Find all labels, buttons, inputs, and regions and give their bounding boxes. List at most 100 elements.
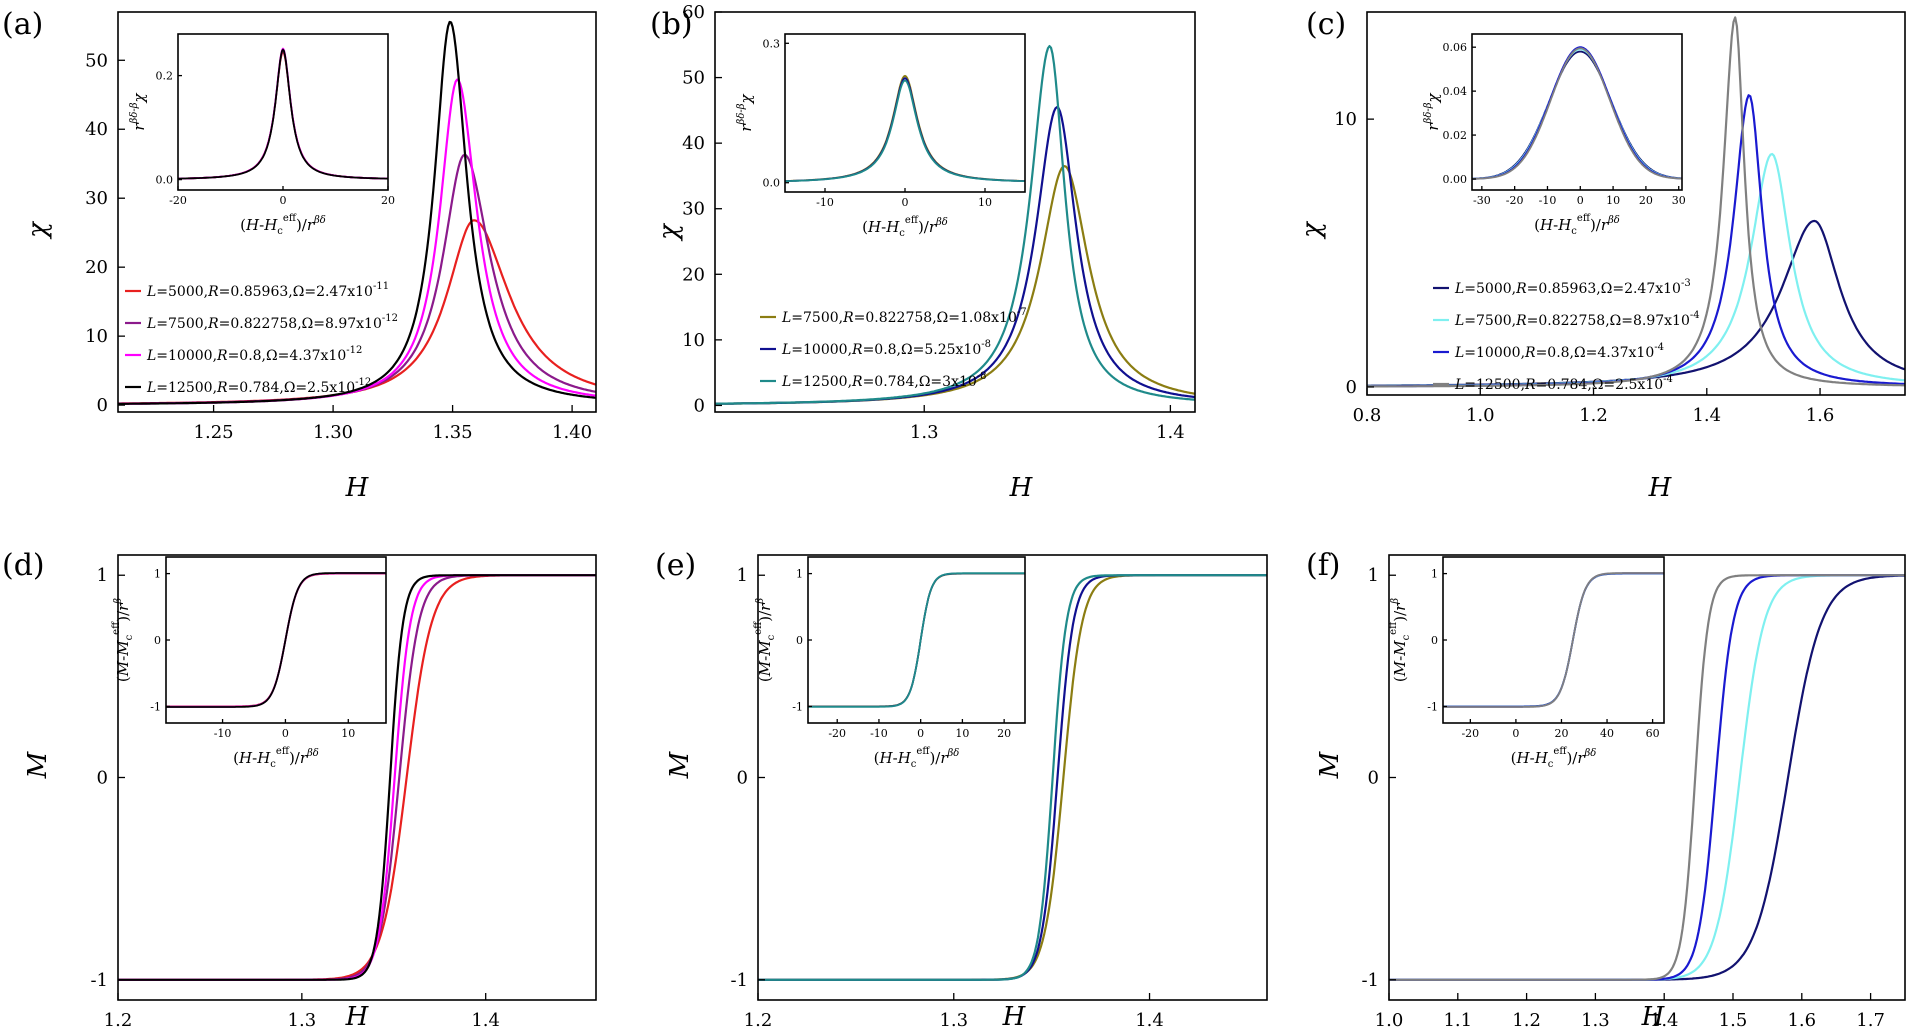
y-axis-label: M	[1315, 750, 1345, 779]
x-tick-label: 1.2	[744, 1010, 773, 1027]
x-tick-label: 0	[282, 727, 289, 740]
x-axis-label: H	[1002, 1002, 1027, 1027]
x-tick-label: 10	[955, 727, 969, 740]
legend-entry: L=7500,R=0.822758,Ω=8.97x10-4	[1454, 310, 1700, 329]
inset-bg	[178, 34, 388, 190]
x-tick-label: 1.4	[1650, 1010, 1679, 1027]
legend-entry: L=5000,R=0.85963,Ω=2.47x10-11	[146, 281, 389, 300]
inset-y-label: rβδ-βχ	[129, 92, 148, 130]
x-tick-label: 40	[1600, 727, 1614, 740]
x-tick-label: -10	[816, 196, 834, 209]
x-tick-label: 20	[997, 727, 1011, 740]
x-tick-label: 1.6	[1806, 405, 1835, 426]
x-axis-label: H	[1641, 1002, 1666, 1027]
y-tick-label: -1	[792, 700, 803, 713]
x-tick-label: 0	[1577, 194, 1584, 207]
inset-x-label: (H-Hceff)/rβδ	[1511, 746, 1597, 770]
legend-entry: L=7500,R=0.822758,Ω=8.97x10-12	[146, 313, 398, 332]
y-tick-label: 1	[796, 568, 803, 581]
chart-panel-4: 1.2 1.3 1.4-101(e)HM-20 -10 0 10 20-101(H-Hcef…	[655, 548, 1268, 1027]
y-tick-label: 10	[1334, 109, 1357, 130]
x-tick-label: 1.3	[910, 422, 939, 443]
inset-x-label: (H-Hceff)/rβδ	[233, 746, 319, 770]
y-tick-label: 0.3	[763, 37, 781, 50]
y-axis-label: χ	[23, 220, 53, 240]
x-tick-label: 10	[1606, 194, 1620, 207]
panel-label: (c)	[1306, 7, 1346, 42]
y-tick-label: 0	[694, 395, 705, 416]
x-tick-label: 20	[1554, 727, 1568, 740]
y-tick-label: 0	[97, 768, 108, 789]
chart-panel-2: 0.8 1.0 1.2 1.4 1.6 0 10 (c) Hχ L=5000,R=0.85963,…	[1297, 7, 1906, 503]
inset-y-label: (M-Mceff)/rβ	[1388, 598, 1412, 682]
y-tick-label: 0	[1346, 377, 1357, 398]
x-tick-label: 1.3	[288, 1010, 317, 1027]
inset-bg	[166, 557, 386, 723]
x-tick-label: 1.7	[1856, 1010, 1885, 1027]
x-tick-label: -10	[1539, 194, 1557, 207]
series-line-2	[758, 574, 1267, 981]
y-tick-label: 20	[85, 257, 108, 278]
x-tick-label: 20	[381, 194, 395, 207]
x-axis-label: H	[345, 473, 370, 503]
inset-y-label: (M-Mceff)/rβ	[111, 598, 135, 682]
x-tick-label: 1.4	[1692, 405, 1721, 426]
x-tick-label: 1.3	[939, 1010, 968, 1027]
y-axis-label: M	[23, 750, 53, 779]
inset-bg	[785, 34, 1025, 192]
x-axis-label: H	[1009, 473, 1034, 503]
y-tick-label: 0.0	[156, 174, 174, 187]
x-tick-label: 1.6	[1787, 1010, 1816, 1027]
x-tick-label: 1.1	[1443, 1010, 1472, 1027]
y-tick-label: 1	[154, 568, 161, 581]
y-tick-label: 10	[682, 330, 705, 351]
panel-label: (b)	[650, 7, 693, 42]
y-tick-label: -1	[730, 970, 748, 991]
inset-series-line-3	[1443, 572, 1664, 708]
x-tick-label: 1.2	[104, 1010, 133, 1027]
inset-x-label: (H-Hceff)/rβδ	[1534, 213, 1620, 237]
x-tick-label: 1.4	[471, 1010, 500, 1027]
x-tick-label: 0	[280, 194, 287, 207]
y-tick-label: 30	[682, 199, 705, 220]
inset-series-line-3	[178, 48, 388, 180]
x-tick-label: 1.2	[1512, 1010, 1541, 1027]
inset-frame	[1471, 33, 1683, 191]
y-tick-label: 0	[154, 634, 161, 647]
legend-entry: L=10000,R=0.8,Ω=5.25x10-8	[781, 339, 991, 358]
series-line-3	[1367, 16, 1905, 388]
series-line-2	[715, 44, 1196, 405]
x-tick-label: 1.25	[194, 422, 234, 443]
x-tick-label: -20	[1461, 727, 1479, 740]
x-tick-label: -10	[870, 727, 888, 740]
x-tick-label: 1.5	[1719, 1010, 1748, 1027]
panel-label: (a)	[2, 7, 43, 42]
legend-entry: L=12500,R=0.784,Ω=2.5x10-12	[146, 377, 371, 396]
inset-series-line-2	[784, 79, 1026, 183]
x-tick-label: 1.0	[1466, 405, 1495, 426]
y-tick-label: 0	[737, 768, 748, 789]
x-tick-label: 1.2	[1579, 405, 1608, 426]
inset-bg	[1443, 557, 1664, 723]
x-tick-label: 20	[1639, 194, 1653, 207]
x-tick-label: 1.30	[313, 422, 353, 443]
y-tick-label: 1	[1431, 568, 1438, 581]
series-line-1	[118, 153, 597, 405]
x-tick-label: 1.4	[1135, 1010, 1164, 1027]
inset-x-label: (H-Hceff)/rβδ	[862, 215, 948, 239]
x-tick-label: 10	[341, 727, 355, 740]
plot-frame	[1366, 11, 1906, 396]
y-tick-label: 30	[85, 188, 108, 209]
x-tick-label: -20	[169, 194, 187, 207]
plot-frame	[714, 11, 1196, 413]
y-tick-label: 0.2	[156, 70, 174, 83]
y-tick-label: 0	[1431, 634, 1438, 647]
x-tick-label: -20	[828, 727, 846, 740]
x-tick-label: 0.8	[1353, 405, 1382, 426]
y-tick-label: -1	[1361, 970, 1379, 991]
y-tick-label: 10	[85, 326, 108, 347]
inset-x-label: (H-Hceff)/rβδ	[240, 213, 326, 237]
y-tick-label: 0.02	[1443, 129, 1468, 142]
chart-panel-1: 1.3 1.4 0 10 20 30 40 50 60(b) Hχ L=7500,R=0.82275…	[650, 2, 1196, 503]
x-tick-label: 60	[1646, 727, 1660, 740]
